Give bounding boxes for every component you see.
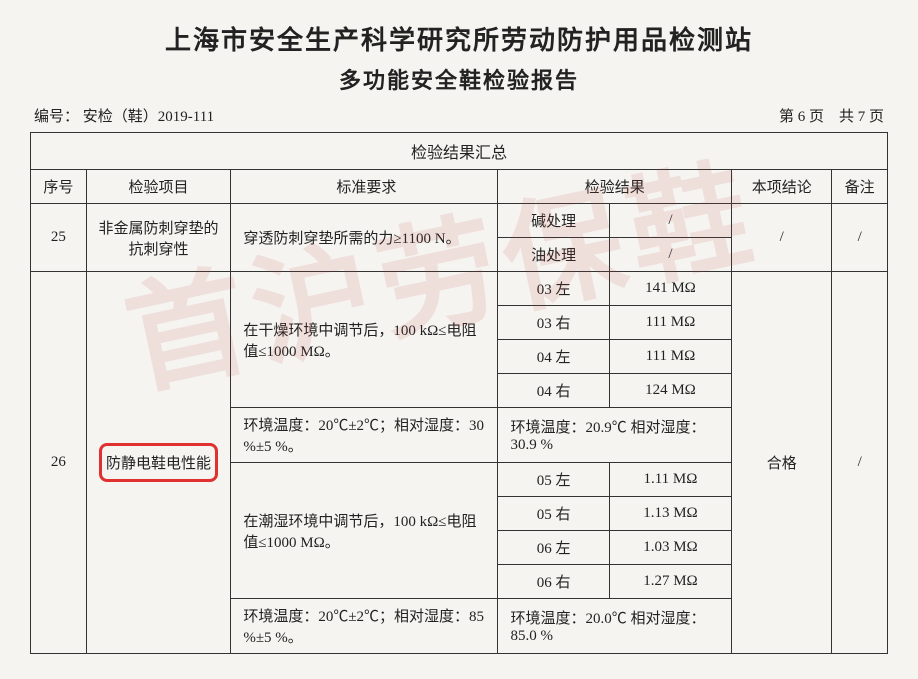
cell-res-a: 05 左 [498,463,609,497]
cell-res-b: / [609,238,731,272]
table-row: 25 非金属防刺穿垫的抗刺穿性 穿透防刺穿垫所需的力≥1100 N。 碱处理 /… [31,204,888,238]
highlight-box: 防静电鞋电性能 [99,443,218,482]
cell-req-dry: 在干燥环境中调节后，100 kΩ≤电阻值≤1000 MΩ。 [231,272,498,408]
cell-env-dry-req: 环境温度：20℃±2℃；相对湿度：30 %±5 %。 [231,408,498,463]
cell-res-b: 1.13 MΩ [609,497,731,531]
cell-req: 穿透防刺穿垫所需的力≥1100 N。 [231,204,498,272]
cell-res-a: 04 右 [498,374,609,408]
report-title: 多功能安全鞋检验报告 [30,63,888,95]
number-label: 编号： [34,109,79,125]
cell-conclusion: / [732,204,832,272]
cell-seq: 25 [31,204,87,272]
cell-res-a: 06 右 [498,565,609,599]
cell-res-b: 141 MΩ [609,272,731,306]
cell-env-wet-res: 环境温度：20.0℃ 相对湿度：85.0 % [498,599,732,654]
cell-res-b: 1.27 MΩ [609,565,731,599]
meta-row: 编号： 安检（鞋）2019-111 第 6 页 共 7 页 [30,105,888,126]
cell-res-b: 1.11 MΩ [609,463,731,497]
results-table: 检验结果汇总 序号 检验项目 标准要求 检验结果 本项结论 备注 25 非金属防… [30,132,888,654]
cell-res-b: 111 MΩ [609,306,731,340]
cell-note: / [832,272,888,654]
cell-env-wet-req: 环境温度：20℃±2℃；相对湿度：85 %±5 %。 [231,599,498,654]
cell-req-wet: 在潮湿环境中调节后，100 kΩ≤电阻值≤1000 MΩ。 [231,463,498,599]
cell-env-dry-res: 环境温度：20.9℃ 相对湿度：30.9 % [498,408,732,463]
hdr-result: 检验结果 [498,170,732,204]
cell-res-b: 1.03 MΩ [609,531,731,565]
number-value: 安检（鞋）2019-111 [83,109,214,125]
cell-res-a: 04 左 [498,340,609,374]
cell-item: 非金属防刺穿垫的抗刺穿性 [86,204,231,272]
hdr-req: 标准要求 [231,170,498,204]
hdr-note: 备注 [832,170,888,204]
cell-res-a: 碱处理 [498,204,609,238]
hdr-item: 检验项目 [86,170,231,204]
table-row: 26 防静电鞋电性能 在干燥环境中调节后，100 kΩ≤电阻值≤1000 MΩ。… [31,272,888,306]
org-title: 上海市安全生产科学研究所劳动防护用品检测站 [30,20,888,57]
cell-res-a: 03 左 [498,272,609,306]
cell-res-b: 111 MΩ [609,340,731,374]
cell-res-a: 05 右 [498,497,609,531]
cell-res-a: 03 右 [498,306,609,340]
cell-note: / [832,204,888,272]
cell-res-b: / [609,204,731,238]
cell-conclusion: 合格 [732,272,832,654]
header-row: 序号 检验项目 标准要求 检验结果 本项结论 备注 [31,170,888,204]
cell-item: 防静电鞋电性能 [86,272,231,654]
summary-title: 检验结果汇总 [31,133,888,170]
hdr-conclusion: 本项结论 [732,170,832,204]
cell-res-a: 油处理 [498,238,609,272]
cell-seq: 26 [31,272,87,654]
hdr-seq: 序号 [31,170,87,204]
cell-res-b: 124 MΩ [609,374,731,408]
page-total: 共 7 页 [839,109,884,125]
cell-res-a: 06 左 [498,531,609,565]
page-current: 第 6 页 [779,109,824,125]
